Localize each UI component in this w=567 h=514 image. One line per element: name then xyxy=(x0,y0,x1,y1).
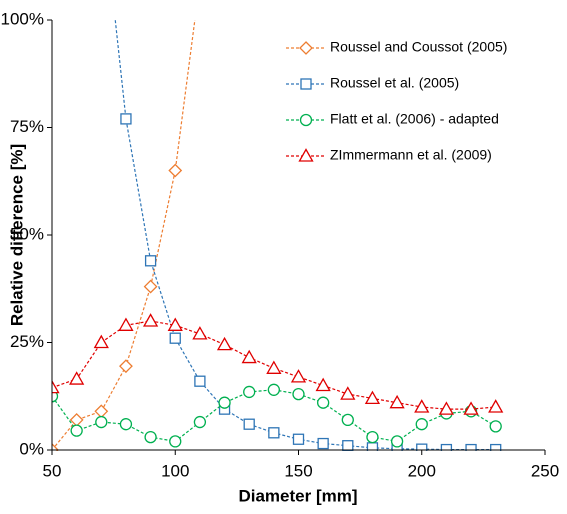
point xyxy=(415,418,428,431)
legend-label: Flatt et al. (2006) - adapted xyxy=(330,111,499,127)
point xyxy=(70,424,83,437)
legend-label: ZImmermann et al. (2009) xyxy=(330,147,492,163)
y-tick-label: 25% xyxy=(10,332,44,351)
point xyxy=(416,443,428,451)
point xyxy=(316,396,330,409)
point xyxy=(118,317,134,331)
point xyxy=(143,279,158,294)
point xyxy=(52,390,59,403)
x-tick-label: 250 xyxy=(531,461,559,480)
point xyxy=(194,375,206,387)
point xyxy=(52,379,60,394)
point xyxy=(94,404,109,419)
point xyxy=(119,359,133,374)
point xyxy=(298,148,314,162)
point xyxy=(341,413,354,427)
point xyxy=(315,377,331,392)
point xyxy=(120,113,132,125)
point xyxy=(69,371,85,385)
point xyxy=(168,163,183,178)
plot-area xyxy=(52,20,504,451)
point xyxy=(299,41,313,55)
point xyxy=(390,435,404,448)
x-tick-label: 200 xyxy=(408,461,436,480)
legend-label: Roussel and Coussot (2005) xyxy=(330,39,507,55)
x-tick-label: 150 xyxy=(284,461,312,480)
point xyxy=(292,387,305,401)
legend-label: Roussel et al. (2005) xyxy=(330,75,459,91)
point xyxy=(241,349,257,364)
point xyxy=(488,399,504,413)
point xyxy=(300,78,312,90)
point xyxy=(119,418,133,431)
point xyxy=(438,401,455,415)
point xyxy=(95,415,108,429)
point xyxy=(169,332,181,344)
point xyxy=(144,255,157,267)
point xyxy=(267,383,281,396)
point xyxy=(93,334,109,349)
point xyxy=(268,427,280,439)
point xyxy=(216,336,233,351)
point xyxy=(290,369,307,383)
point xyxy=(193,415,207,429)
x-axis-title: Diameter [mm] xyxy=(238,486,357,505)
point xyxy=(389,394,405,409)
point xyxy=(169,435,182,448)
point xyxy=(266,360,282,374)
point xyxy=(414,399,430,413)
point xyxy=(342,440,354,451)
y-tick-label: 100% xyxy=(1,9,44,28)
point xyxy=(364,390,381,405)
point xyxy=(292,433,305,445)
point xyxy=(463,401,479,415)
point xyxy=(144,430,157,444)
point xyxy=(243,385,256,399)
y-tick-label: 50% xyxy=(10,224,44,243)
point xyxy=(52,443,59,451)
point xyxy=(243,418,255,430)
point xyxy=(340,386,356,400)
point xyxy=(192,326,208,340)
point xyxy=(142,313,159,327)
x-tick-label: 50 xyxy=(43,461,62,480)
point xyxy=(317,437,329,450)
point xyxy=(366,442,379,451)
point xyxy=(218,396,231,409)
point xyxy=(489,420,502,433)
point xyxy=(167,317,183,331)
point xyxy=(299,113,313,127)
y-tick-label: 75% xyxy=(10,117,44,136)
y-axis-title: Relative difference [%] xyxy=(7,144,26,326)
y-tick-label: 0% xyxy=(19,439,44,458)
x-tick-label: 100 xyxy=(161,461,189,480)
point xyxy=(366,430,379,444)
